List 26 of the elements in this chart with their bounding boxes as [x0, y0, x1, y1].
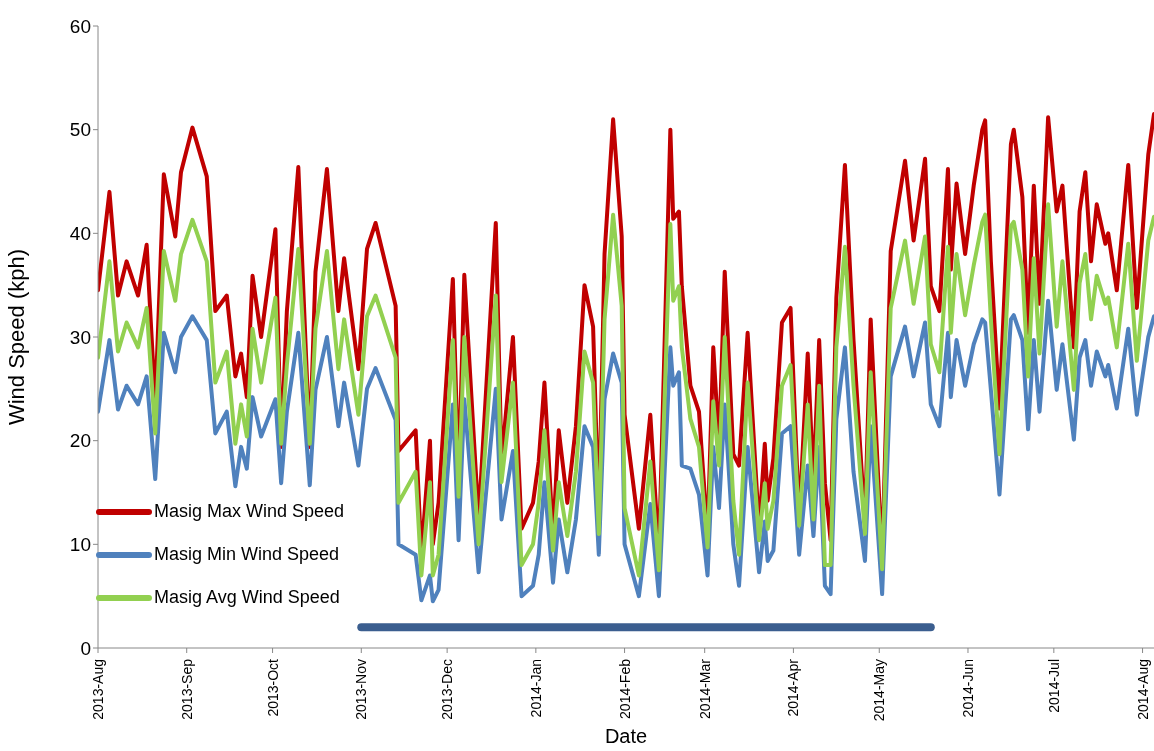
- y-axis-title: Wind Speed (kph): [3, 248, 29, 426]
- y-tick-label: 60: [69, 15, 91, 37]
- y-tick-label: 40: [69, 223, 91, 245]
- y-tick-label: 20: [69, 430, 91, 452]
- x-tick-label: 2014-Jul: [1045, 659, 1062, 713]
- x-tick-label: 2014-Mar: [696, 658, 713, 719]
- x-axis-title: Date: [604, 725, 648, 747]
- x-tick-label: 2013-Oct: [264, 658, 281, 717]
- legend-label: Masig Avg Wind Speed: [154, 587, 340, 608]
- y-tick-label: 10: [69, 534, 91, 556]
- x-tick-label: 2014-Feb: [616, 658, 633, 719]
- y-tick-label: 50: [69, 119, 91, 141]
- y-tick-label: 30: [69, 326, 91, 348]
- x-tick-label: 2013-Sep: [178, 658, 195, 720]
- x-tick-label: 2014-Apr: [785, 658, 802, 717]
- x-tick-label: 2013-Dec: [439, 659, 456, 720]
- x-tick-label: 2014-Jan: [527, 659, 544, 718]
- y-tick-label: 0: [80, 637, 91, 659]
- line-series: [98, 202, 1154, 578]
- x-tick-label: 2014-May: [871, 659, 888, 722]
- legend-label: Masig Max Wind Speed: [154, 501, 345, 522]
- x-tick-label: 2014-Jun: [959, 659, 976, 718]
- legend-label: Masig Min Wind Speed: [154, 544, 340, 565]
- x-tick-label: 2013-Aug: [90, 659, 106, 720]
- x-tick-label: 2014-Aug: [1134, 659, 1151, 720]
- x-tick-label: 2013-Nov: [353, 659, 370, 720]
